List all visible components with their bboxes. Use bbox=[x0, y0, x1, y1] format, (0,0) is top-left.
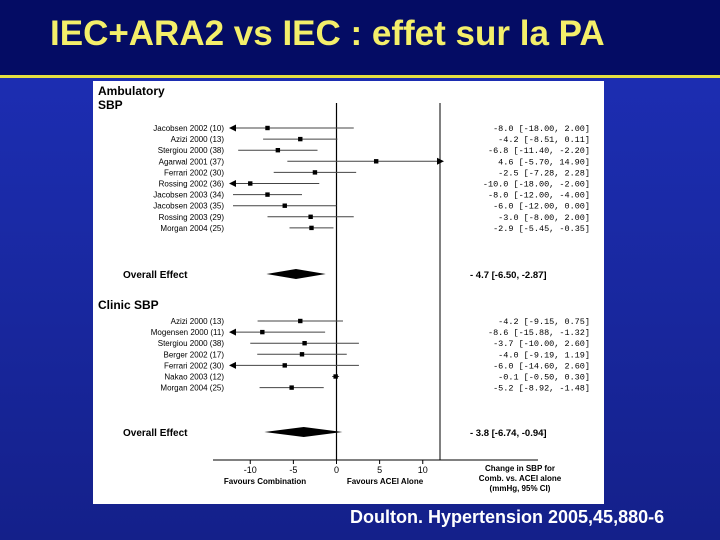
effect-ci-text: -4.2 [-9.15, 0.75] bbox=[498, 317, 590, 327]
effect-ci-text: -6.8 [-11.40, -2.20] bbox=[488, 146, 590, 156]
study-label: Ferrari 2002 (30) bbox=[164, 361, 224, 370]
effect-ci-text: -2.9 [-5.45, -0.35] bbox=[493, 224, 590, 234]
effect-ci-text: -5.2 [-8.92, -1.48] bbox=[493, 384, 590, 394]
favours-left-label: Favours Combination bbox=[224, 477, 306, 486]
point-estimate bbox=[309, 225, 314, 231]
study-label: Ferrari 2002 (30) bbox=[164, 168, 224, 177]
ci-arrow-left bbox=[229, 361, 236, 369]
effect-ci-text: -3.7 [-10.00, 2.60] bbox=[493, 339, 590, 349]
forest-plot-panel: -10 -5 0 5 10 Favours Combination Favours ACEI… bbox=[93, 81, 604, 504]
overall-effect-diamond bbox=[264, 427, 343, 437]
overall-effect-diamond bbox=[266, 269, 326, 279]
study-label: Stergiou 2000 (38) bbox=[158, 146, 225, 155]
study-label: Jacobsen 2003 (35) bbox=[153, 202, 224, 211]
point-estimate bbox=[302, 341, 307, 346]
study-label: Rossing 2002 (36) bbox=[159, 180, 225, 189]
study-label: Mogensen 2000 (11) bbox=[151, 328, 225, 337]
effect-header-line: (mmHg, 95% CI) bbox=[490, 484, 551, 493]
point-estimate bbox=[333, 374, 338, 379]
point-estimate bbox=[373, 159, 379, 164]
group-heading: SBP bbox=[98, 98, 123, 112]
x-tick-label: -10 bbox=[244, 465, 257, 475]
ci-arrow-right bbox=[437, 157, 444, 165]
point-estimate bbox=[282, 203, 287, 208]
group-heading: Ambulatory bbox=[98, 84, 165, 98]
ci-arrow-left bbox=[229, 124, 236, 132]
study-label: Berger 2002 (17) bbox=[164, 350, 225, 359]
study-label: Azizi 2000 (13) bbox=[171, 317, 225, 326]
title-bar: IEC+ARA2 vs IEC : effet sur la PA bbox=[0, 0, 720, 78]
point-estimate bbox=[289, 385, 294, 390]
effect-ci-text: -8.0 [-18.00, 2.00] bbox=[493, 124, 590, 134]
effect-ci-text: -2.5 [-7.28, 2.28] bbox=[498, 168, 590, 178]
overall-effect-label: Overall Effect bbox=[123, 428, 188, 439]
point-estimate bbox=[282, 363, 287, 368]
x-tick-label: -5 bbox=[289, 465, 297, 475]
point-estimate bbox=[275, 148, 281, 153]
ci-arrow-left bbox=[229, 328, 236, 336]
effect-ci-text: -4.0 [-9.19, 1.19] bbox=[498, 350, 590, 360]
group-heading: Clinic SBP bbox=[98, 298, 159, 312]
x-tick-label: 10 bbox=[418, 465, 428, 475]
effect-ci-text: 4.6 [-5.70, 14.90] bbox=[498, 157, 590, 167]
citation: Doulton. Hypertension 2005,45,880-6 bbox=[350, 507, 665, 527]
effect-ci-text: -6.0 [-12.00, 0.00] bbox=[493, 202, 590, 212]
overall-effect-label: Overall Effect bbox=[123, 270, 188, 281]
study-label: Morgan 2004 (25) bbox=[160, 224, 224, 233]
effect-ci-text: -8.0 [-12.00, -4.00] bbox=[488, 191, 590, 201]
study-label: Stergiou 2000 (38) bbox=[158, 339, 225, 348]
study-label: Nakao 2003 (12) bbox=[164, 373, 224, 382]
forest-plot: -10 -5 0 5 10 Favours Combination Favours ACEI… bbox=[98, 84, 590, 493]
effect-ci-text: -6.0 [-14.60, 2.60] bbox=[493, 361, 590, 371]
point-estimate bbox=[248, 181, 253, 186]
study-label: Azizi 2000 (13) bbox=[171, 135, 225, 144]
effect-header-line: Change in SBP for bbox=[485, 464, 555, 473]
point-estimate bbox=[308, 214, 313, 219]
effect-ci-text: -8.6 [-15.88, -1.32] bbox=[488, 328, 590, 338]
point-estimate bbox=[312, 170, 318, 175]
point-estimate bbox=[298, 318, 303, 324]
study-label: Agarwal 2001 (37) bbox=[159, 157, 225, 166]
effect-header-line: Comb. vs. ACEI alone bbox=[479, 474, 562, 483]
point-estimate bbox=[298, 136, 303, 142]
effect-ci-text: -10.0 [-18.00, -2.00] bbox=[483, 180, 590, 190]
point-estimate bbox=[260, 329, 265, 335]
study-label: Jacobsen 2002 (10) bbox=[153, 124, 224, 133]
x-tick-label: 0 bbox=[334, 465, 339, 475]
effect-ci-text: -3.0 [-8.00, 2.00] bbox=[498, 213, 590, 223]
effect-ci-text: -4.2 [-8.51, 0.11] bbox=[498, 135, 590, 145]
overall-effect-text: - 4.7 [-6.50, -2.87] bbox=[470, 270, 547, 281]
point-estimate bbox=[265, 192, 270, 197]
favours-right-label: Favours ACEI Alone bbox=[347, 477, 424, 486]
study-label: Jacobsen 2003 (34) bbox=[153, 191, 224, 200]
overall-effect-text: - 3.8 [-6.74, -0.94] bbox=[470, 428, 547, 439]
study-label: Rossing 2003 (29) bbox=[159, 213, 225, 222]
slide-title: IEC+ARA2 vs IEC : effet sur la PA bbox=[50, 14, 605, 53]
point-estimate bbox=[299, 352, 305, 357]
study-label: Morgan 2004 (25) bbox=[160, 384, 224, 393]
ci-arrow-left bbox=[229, 180, 236, 187]
effect-ci-text: -0.1 [-0.50, 0.30] bbox=[498, 373, 590, 383]
x-tick-label: 5 bbox=[377, 465, 382, 475]
point-estimate bbox=[265, 125, 270, 131]
